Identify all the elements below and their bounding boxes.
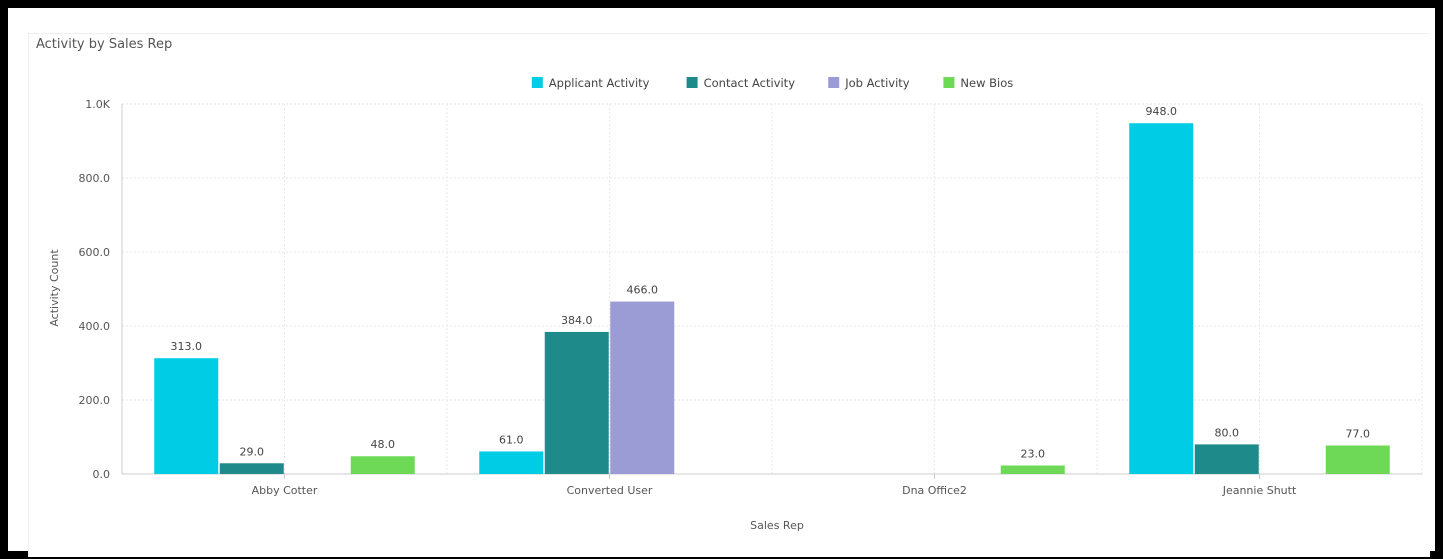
legend-item[interactable]: Applicant Activity: [531, 76, 650, 90]
legend-label: Applicant Activity: [549, 76, 650, 90]
y-tick-label: 800.0: [79, 172, 111, 185]
y-tick-label: 600.0: [79, 246, 111, 259]
x-tick-label: Converted User: [567, 484, 653, 497]
bar-applicant-activity[interactable]: [154, 358, 219, 474]
data-label: 61.0: [499, 433, 524, 446]
bar-contact-activity[interactable]: [1194, 444, 1259, 474]
bar-new-bios[interactable]: [1000, 465, 1065, 474]
bar-contact-activity[interactable]: [219, 463, 284, 474]
data-label: 384.0: [561, 314, 593, 327]
legend-item[interactable]: Contact Activity: [686, 76, 796, 90]
legend-swatch: [943, 77, 955, 88]
legend-label: Job Activity: [844, 76, 910, 90]
x-tick-label: Abby Cotter: [252, 484, 318, 497]
data-label: 48.0: [371, 438, 396, 451]
legend-label: Contact Activity: [704, 76, 796, 90]
data-labels: 313.0 61.0 948.0 29.0 384.0 80.0 466.0 48.0 23.0…: [171, 105, 1371, 460]
data-label: 80.0: [1215, 426, 1240, 439]
gridlines: [122, 103, 1423, 474]
data-label: 466.0: [627, 284, 659, 297]
legend-swatch: [531, 77, 543, 88]
data-label: 313.0: [171, 340, 203, 353]
y-tick-label: 0.0: [93, 468, 111, 481]
legend-swatch: [828, 77, 840, 88]
y-axis-label: Activity Count: [48, 249, 61, 327]
x-axis-label: Sales Rep: [750, 519, 804, 532]
y-tick-label: 200.0: [79, 394, 111, 407]
bar-applicant-activity[interactable]: [479, 451, 544, 474]
y-tick-label: 1.0K: [85, 98, 110, 111]
y-axis: 0.0 200.0 400.0 600.0 800.0 1.0K: [79, 98, 123, 481]
x-tick-label: Jeannie Shutt: [1222, 484, 1297, 497]
bar-applicant-activity[interactable]: [1129, 123, 1194, 475]
bar-new-bios[interactable]: [1325, 445, 1390, 474]
bar-job-activity[interactable]: [610, 301, 675, 474]
legend: Applicant Activity Contact Activity Job Ac…: [531, 76, 1013, 90]
x-axis: Abby Cotter Converted User Dna Office2 Jean…: [122, 473, 1422, 497]
bar-contact-activity[interactable]: [544, 331, 609, 474]
legend-label: New Bios: [960, 76, 1013, 90]
bar-new-bios[interactable]: [350, 456, 415, 474]
legend-swatch: [686, 77, 698, 88]
legend-item[interactable]: New Bios: [943, 76, 1013, 90]
data-label: 948.0: [1146, 105, 1178, 118]
x-tick-label: Dna Office2: [902, 484, 967, 497]
data-label: 29.0: [240, 445, 265, 458]
chart-title: Activity by Sales Rep: [36, 37, 173, 52]
bars: [154, 123, 1390, 475]
data-label: 23.0: [1021, 447, 1046, 460]
legend-item[interactable]: Job Activity: [828, 76, 910, 90]
data-label: 77.0: [1346, 428, 1371, 441]
y-tick-label: 400.0: [79, 320, 111, 333]
